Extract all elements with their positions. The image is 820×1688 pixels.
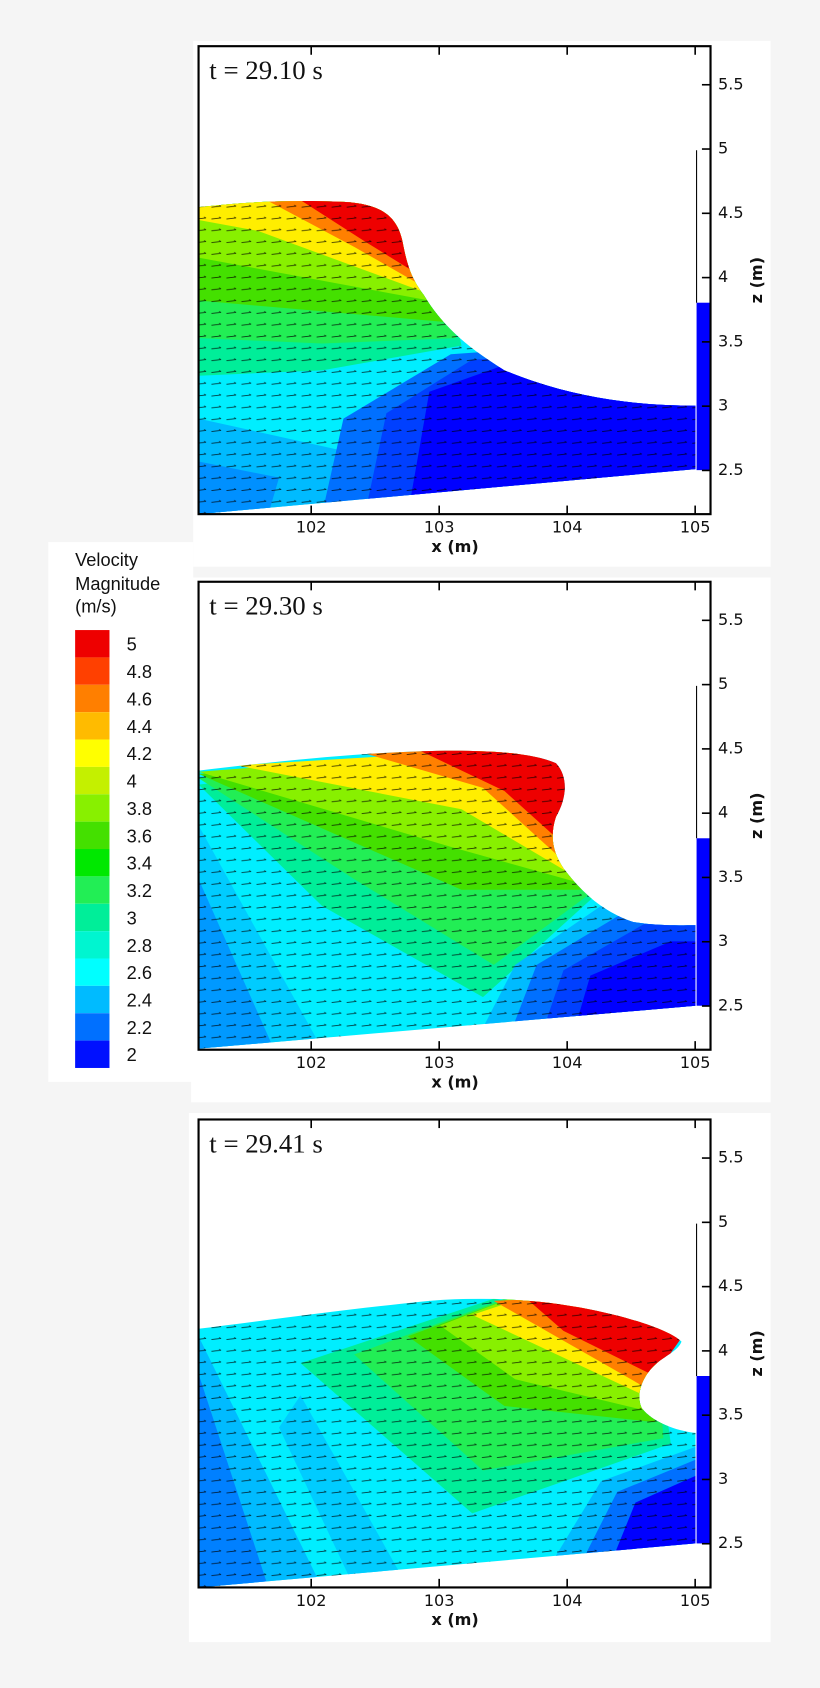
- plot-frame: [197, 45, 712, 516]
- y-axis-label: z (m): [747, 793, 766, 839]
- panel: 102 103 104 105 2.5 3 3.5 4 4.5 5 5.5 x (m) z (m) t =…: [197, 1118, 766, 1629]
- x-tick-label: 103: [424, 1591, 455, 1610]
- x-axis-label: x (m): [431, 1610, 478, 1629]
- y-tick-label: 5: [718, 139, 728, 158]
- x-tick-label: 102: [296, 1053, 327, 1072]
- colorbar-swatch: [75, 1013, 110, 1041]
- colorbar-swatch: [75, 821, 110, 850]
- y-tick-label: 4: [718, 803, 728, 822]
- colorbar-label: 3.8: [127, 798, 152, 819]
- plot-frame: [197, 1118, 712, 1589]
- y-tick-label: 4: [718, 1340, 728, 1359]
- colorbar-swatch: [75, 657, 110, 685]
- colorbar-label: 5: [127, 634, 137, 655]
- y-tick-label: 4.5: [718, 203, 744, 222]
- colorbar-swatch: [75, 985, 110, 1014]
- x-tick-label: 103: [424, 518, 455, 537]
- y-tick-label: 3.5: [718, 1405, 744, 1424]
- colorbar-label: 4.6: [127, 688, 152, 709]
- colorbar-label: 2.8: [127, 935, 152, 956]
- y-tick-label: 5.5: [718, 1148, 744, 1167]
- colorbar-label: 2.6: [127, 962, 152, 983]
- y-tick-label: 3: [718, 396, 728, 415]
- y-tick-label: 5: [718, 674, 728, 693]
- y-tick-label: 4.5: [718, 738, 744, 757]
- wall: [696, 838, 711, 1006]
- panel-title: t = 29.30 s: [209, 591, 323, 621]
- colorbar-label: 4.8: [127, 661, 152, 682]
- colorbar-label: 3: [127, 907, 137, 928]
- colorbar-swatch: [75, 903, 110, 932]
- colorbar-swatch: [75, 739, 110, 767]
- x-tick-label: 103: [424, 1053, 455, 1072]
- colorbar-title: Velocity: [75, 549, 139, 570]
- plot-frame: [197, 580, 712, 1051]
- colorbar-label: 3.6: [127, 825, 152, 846]
- x-tick-label: 104: [552, 1053, 583, 1072]
- y-tick-label: 5.5: [718, 74, 744, 93]
- colorbar: Velocity Magnitude (m/s) 5 4.8 4.6 4.4 4.2 4 3…: [75, 549, 160, 1068]
- colorbar-swatch: [75, 958, 110, 986]
- y-tick-label: 3.5: [718, 867, 744, 886]
- y-tick-label: 3: [718, 1469, 728, 1488]
- panel-title: t = 29.10 s: [209, 55, 323, 85]
- x-tick-label: 102: [296, 1591, 327, 1610]
- y-tick-label: 3: [718, 931, 728, 950]
- y-axis-label: z (m): [747, 257, 766, 303]
- x-axis-label: x (m): [431, 537, 478, 556]
- colorbar-label: 4.2: [127, 743, 152, 764]
- y-axis-label: z (m): [747, 1330, 766, 1376]
- colorbar-title: (m/s): [75, 595, 117, 616]
- y-tick-label: 2.5: [718, 996, 744, 1015]
- colorbar-label: 4: [127, 771, 137, 792]
- x-tick-label: 102: [296, 518, 327, 537]
- colorbar-label: 2.4: [127, 990, 152, 1011]
- colorbar-bg: [48, 542, 194, 1082]
- colorbar-swatch: [75, 876, 110, 904]
- colorbar-swatch: [75, 931, 110, 959]
- colorbar-label: 2: [127, 1044, 137, 1065]
- colorbar-label: 3.2: [127, 880, 152, 901]
- y-tick-label: 5.5: [718, 610, 744, 629]
- panel-title: t = 29.41 s: [209, 1128, 323, 1158]
- y-tick-label: 4: [718, 267, 728, 286]
- y-tick-label: 4.5: [718, 1276, 744, 1295]
- velocity-field: [198, 1298, 696, 1588]
- wall: [696, 1376, 711, 1544]
- x-tick-label: 105: [680, 1591, 711, 1610]
- x-tick-label: 104: [552, 1591, 583, 1610]
- y-tick-label: 3.5: [718, 331, 744, 350]
- colorbar-swatch: [75, 849, 110, 877]
- colorbar-swatch: [75, 630, 110, 658]
- x-tick-label: 105: [680, 518, 711, 537]
- colorbar-swatch: [75, 1040, 110, 1068]
- colorbar-swatch: [75, 684, 110, 713]
- x-axis-label: x (m): [431, 1072, 478, 1091]
- colorbar-swatch: [75, 766, 110, 795]
- colorbar-label: 2.2: [127, 1017, 152, 1038]
- colorbar-label: 3.4: [127, 853, 152, 874]
- y-tick-label: 2.5: [718, 460, 744, 479]
- x-tick-label: 105: [680, 1053, 711, 1072]
- x-tick-label: 104: [552, 518, 583, 537]
- wall: [696, 302, 711, 471]
- y-tick-label: 5: [718, 1212, 728, 1231]
- colorbar-swatch: [75, 794, 110, 822]
- colorbar-label: 4.4: [127, 716, 152, 737]
- y-tick-label: 2.5: [718, 1533, 744, 1552]
- colorbar-swatch: [75, 712, 110, 740]
- colorbar-title: Magnitude: [75, 573, 160, 594]
